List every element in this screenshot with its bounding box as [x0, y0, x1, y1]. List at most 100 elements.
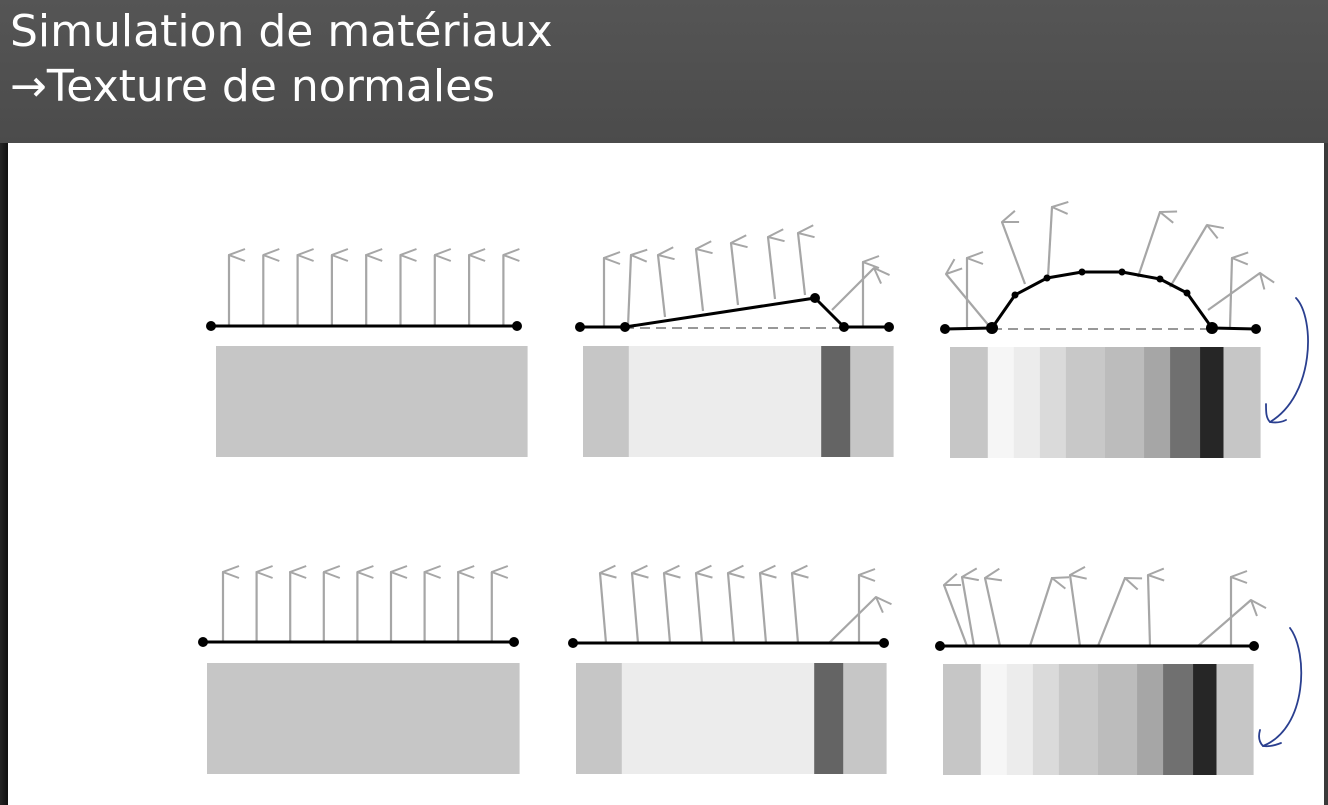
vertex-dot-icon — [1011, 291, 1019, 299]
normal-arrow-icon — [696, 573, 702, 644]
vertex-dot-icon — [1206, 322, 1218, 334]
strip-band — [850, 346, 894, 457]
normal-arrow-icon — [792, 573, 798, 644]
strip-band — [1144, 347, 1171, 458]
normal-arrow-icon — [1207, 273, 1260, 311]
vertex-dot-icon — [206, 321, 216, 331]
strip-band — [1006, 664, 1034, 775]
normal-arrow-icon — [1096, 578, 1125, 647]
surface-profile — [944, 270, 1257, 331]
normal-arrow-icon — [632, 573, 638, 644]
vertex-dot-icon — [879, 638, 889, 648]
strip-band — [943, 664, 982, 775]
vertex-dot-icon — [1249, 641, 1259, 651]
strip-band — [1170, 347, 1201, 458]
vertex-dot-icon — [1251, 324, 1261, 334]
vertex-dot-icon — [839, 322, 849, 332]
vertex-dot-icon — [810, 293, 820, 303]
strip-band — [1039, 347, 1067, 458]
normal-arrow-icon — [626, 255, 631, 327]
normal-arrow-icon — [944, 585, 969, 647]
vertex-dot-icon — [986, 322, 998, 334]
vertex-dot-icon — [1118, 268, 1126, 276]
normal-arrow-icon — [1002, 222, 1027, 285]
normal-arrow-icon — [1228, 258, 1232, 328]
strip-band — [987, 347, 1015, 458]
normal-arrow-icon — [1028, 578, 1052, 647]
normal-arrow-icon — [828, 597, 876, 644]
strip-band — [814, 663, 844, 774]
normal-arrow-icon — [1136, 212, 1160, 278]
vertex-dot-icon — [512, 321, 522, 331]
vertex-dot-icon — [940, 324, 950, 334]
strip-band — [1193, 664, 1218, 775]
strip-band — [843, 663, 887, 774]
vertex-dot-icon — [935, 641, 945, 651]
texture-strip-flat-geometry — [216, 346, 528, 457]
curved-arrow-tip — [1258, 729, 1282, 748]
normal-arrow-icon — [985, 578, 1000, 647]
strip-band — [1098, 664, 1138, 775]
strip-band — [950, 347, 989, 458]
texture-strip-bump-normalmap — [943, 664, 1254, 775]
strip-band — [583, 346, 630, 457]
vertex-dot-icon — [1183, 289, 1191, 297]
curved-arrow-icon — [1262, 627, 1303, 747]
strip-band — [1223, 347, 1261, 458]
vertex-dot-icon — [568, 638, 578, 648]
strip-band — [1032, 664, 1060, 775]
strip-band — [576, 663, 623, 774]
strip-band — [1065, 347, 1106, 458]
right-frame — [1324, 143, 1328, 805]
strip-band — [821, 346, 851, 457]
normal-arrow-icon — [831, 268, 874, 311]
strip-band — [628, 346, 822, 457]
normal-arrow-icon — [731, 243, 738, 306]
texture-strip-ramp-normalmap — [576, 663, 887, 774]
title-bar: Simulation de matériaux →Texture de norm… — [0, 0, 1328, 143]
curved-arrow-icon — [1269, 297, 1309, 423]
texture-strip-flat-normalmap — [207, 663, 520, 774]
strip-band — [1013, 347, 1041, 458]
reference-lines — [624, 327, 1213, 330]
normal-arrow-icon — [1046, 207, 1052, 278]
strip-band — [1058, 664, 1099, 775]
texture-strip-ramp-geometry — [583, 346, 894, 457]
vertex-dot-icon — [1078, 268, 1086, 276]
normal-arrow-icon — [962, 577, 974, 647]
vertex-dot-icon — [575, 322, 585, 332]
normal-arrow-icon — [600, 573, 606, 644]
normal-arrow-icon — [1197, 600, 1251, 647]
annotations — [1258, 297, 1309, 748]
normal-arrow-icon — [768, 237, 775, 300]
surface-profiles — [198, 268, 1261, 651]
vertex-dot-icon — [884, 322, 894, 332]
slide-title: Simulation de matériaux →Texture de norm… — [10, 4, 553, 114]
vertex-dot-icon — [1156, 275, 1164, 283]
strip-band — [216, 346, 528, 457]
left-frame — [0, 143, 8, 805]
normal-arrow-icon — [946, 274, 991, 328]
texture-strip-bump-geometry — [950, 347, 1261, 458]
strip-band — [207, 663, 520, 774]
strip-band — [1216, 664, 1254, 775]
texture-strips — [207, 346, 1261, 775]
vertex-dot-icon — [1043, 274, 1051, 282]
normal-arrow-icon — [696, 249, 703, 312]
strip-band — [1200, 347, 1225, 458]
normal-arrow-icon — [728, 573, 734, 644]
vertex-dot-icon — [198, 637, 208, 647]
normal-arrow-icon — [760, 573, 766, 644]
normal-arrow-icon — [664, 573, 670, 644]
curved-arrow-tip — [1265, 403, 1287, 424]
normal-arrow-icon — [1070, 575, 1080, 647]
normal-arrow-icon — [658, 255, 665, 318]
strip-band — [621, 663, 815, 774]
vertex-dot-icon — [509, 637, 519, 647]
strip-band — [1137, 664, 1164, 775]
title-line-2: →Texture de normales — [10, 61, 496, 112]
title-line-1: Simulation de matériaux — [10, 6, 553, 57]
strip-band — [1105, 347, 1145, 458]
vertex-dot-icon — [620, 322, 630, 332]
